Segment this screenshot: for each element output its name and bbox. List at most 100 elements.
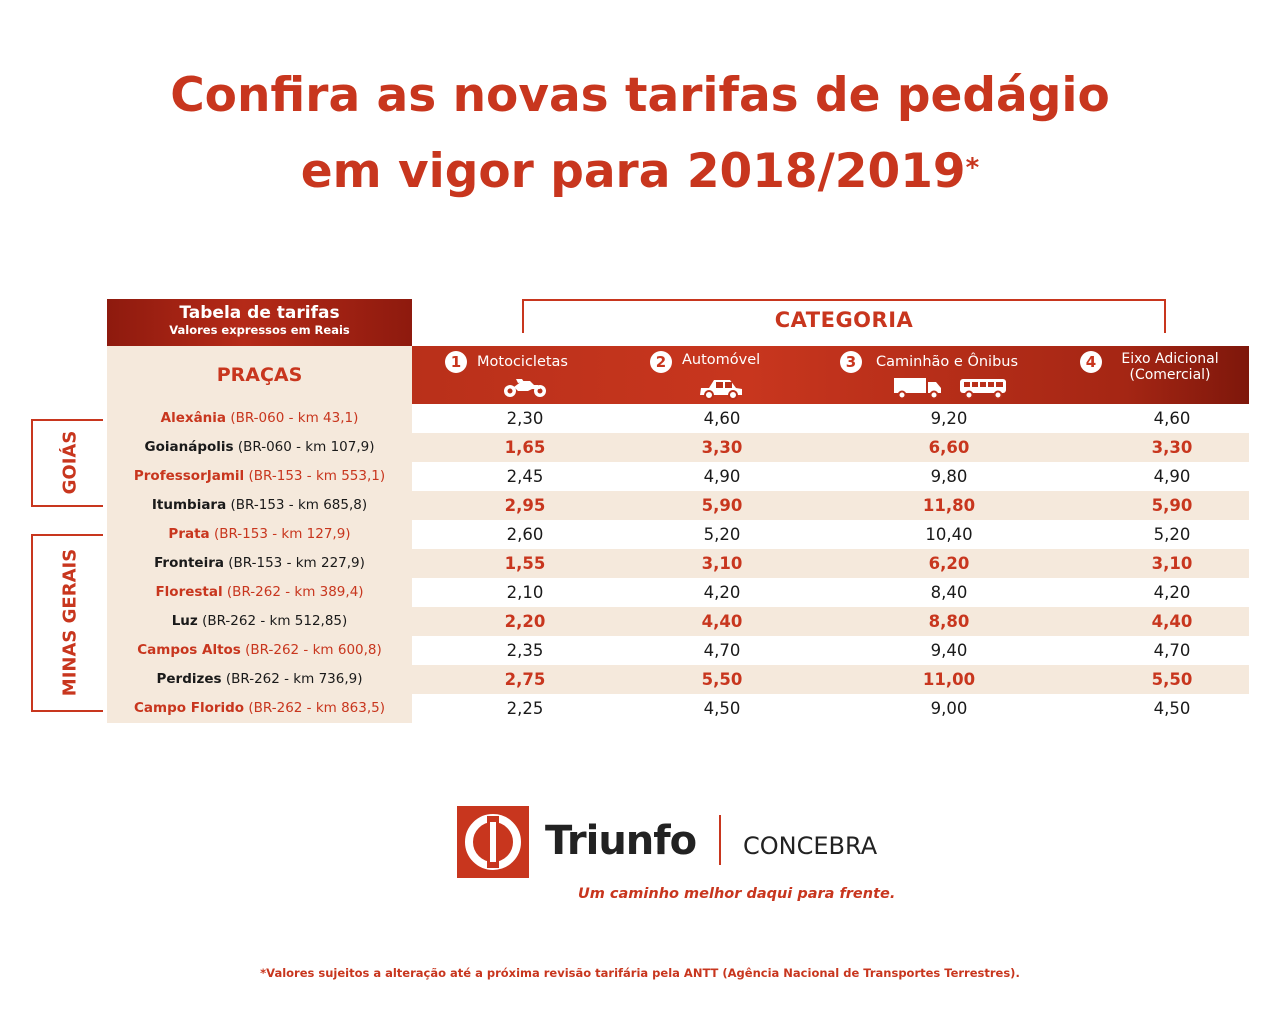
tariff-value-cat1: 1,65 (504, 438, 546, 457)
category-4-label2: (Comercial) (1129, 367, 1211, 383)
table-row: Fronteira (BR-153 - km 227,9) 1,55 3,10 6,2… (107, 549, 1249, 578)
praca-name: Perdizes (156, 671, 222, 687)
category-3-label: Caminhão e Ônibus (876, 354, 1019, 370)
row-name-bg (107, 694, 412, 723)
praca-cell: Fronteira (BR-153 - km 227,9) (107, 549, 412, 578)
praca-cell: Luz (BR-262 - km 512,85) (107, 607, 412, 636)
row-name-bg (107, 607, 412, 636)
triunfo-logo (457, 806, 529, 878)
category-3: 3 Caminhão e Ônibus (840, 346, 1070, 404)
partner-name: CONCEBRA (743, 832, 878, 860)
row-name-bg (107, 491, 412, 520)
car-icon (700, 380, 742, 400)
praca-name: Florestal (155, 584, 223, 600)
table-row: ProfessorJamil (BR-153 - km 553,1) 2,45 4,… (107, 462, 1249, 491)
table-row: Itumbiara (BR-153 - km 685,8) 2,95 5,90 11,… (107, 491, 1249, 520)
table-row: Perdizes (BR-262 - km 736,9) 2,75 5,50 11,0… (107, 665, 1249, 694)
praca-cell: Itumbiara (BR-153 - km 685,8) (107, 491, 412, 520)
praca-location: (BR-153 - km 227,9) (223, 555, 365, 571)
categoria-bracket (522, 299, 1166, 333)
row-name-bg (107, 433, 412, 462)
row-values-bg (412, 491, 1249, 520)
table-row: Florestal (BR-262 - km 389,4) 2,10 4,20 8,4… (107, 578, 1249, 607)
bus-icon (960, 379, 1006, 400)
row-name-bg (107, 404, 412, 433)
state-bracket-minas-gerais (31, 534, 103, 712)
praca-name: Alexânia (160, 410, 227, 426)
slogan: Um caminho melhor daqui para frente. (578, 886, 896, 902)
brand-name: Triunfo (545, 818, 697, 864)
tariff-value-cat4: 5,50 (1151, 670, 1193, 689)
praca-name: Luz (171, 613, 198, 629)
praca-name: Campos Altos (137, 642, 241, 658)
praca-location: (BR-060 - km 107,9) (233, 439, 375, 455)
tariff-value-cat1: 2,60 (506, 525, 544, 544)
tariff-value-cat4: 3,30 (1151, 438, 1193, 457)
tariff-value-cat1: 2,30 (506, 409, 544, 428)
praca-name: Fronteira (154, 555, 224, 571)
tariff-value-cat1: 1,55 (504, 554, 546, 573)
state-label-goias: GOIÁS (59, 430, 81, 495)
pracas-header: PRAÇAS (107, 346, 412, 404)
tariff-value-cat3: 8,80 (928, 612, 970, 631)
brand-divider (719, 815, 721, 865)
category-4-label: Eixo Adicional (1121, 351, 1219, 367)
category-2: 2 Automóvel (650, 346, 820, 404)
tariff-value-cat2: 5,90 (701, 496, 743, 515)
category-4-number: 4 (1080, 351, 1102, 373)
row-name-bg (107, 462, 412, 491)
page-title-line2: em vigor para 2018/2019* (0, 139, 1280, 205)
page-title-line2-text: em vigor para 2018/2019 (300, 144, 966, 199)
tariff-value-cat2: 5,50 (701, 670, 743, 689)
praca-location: (BR-153 - km 127,9) (209, 526, 351, 542)
truck-icon (894, 378, 941, 400)
praca-cell: Goianápolis (BR-060 - km 107,9) (107, 433, 412, 462)
table-row: Luz (BR-262 - km 512,85) 2,20 4,40 8,80 4,40 (107, 607, 1249, 636)
category-2-label: Automóvel (682, 352, 761, 368)
praca-location: (BR-262 - km 512,85) (197, 613, 348, 629)
row-values-bg (412, 607, 1249, 636)
tabela-header: Tabela de tarifas Valores expressos em R… (107, 299, 412, 346)
motorcycle-icon (504, 379, 546, 397)
categoria-label: CATEGORIA (774, 308, 914, 332)
tariff-value-cat4: 4,90 (1153, 467, 1191, 486)
praca-location: (BR-262 - km 600,8) (240, 642, 382, 658)
praca-location: (BR-060 - km 43,1) (226, 410, 359, 426)
tariff-value-cat4: 5,20 (1153, 525, 1191, 544)
tariff-value-cat3: 6,60 (928, 438, 970, 457)
tariff-value-cat2: 4,90 (703, 467, 741, 486)
praca-cell: Alexânia (BR-060 - km 43,1) (107, 404, 412, 433)
row-values-bg (412, 433, 1249, 462)
table-row: Campo Florido (BR-262 - km 863,5) 2,25 4,5… (107, 694, 1249, 723)
tariff-value-cat2: 4,20 (703, 583, 741, 602)
category-4: 4 Eixo Adicional (Comercial) (1080, 346, 1249, 404)
category-2-number: 2 (650, 351, 672, 373)
tariff-value-cat3: 9,80 (930, 467, 968, 486)
tariff-value-cat4: 4,20 (1153, 583, 1191, 602)
praca-cell: Florestal (BR-262 - km 389,4) (107, 578, 412, 607)
category-3-number: 3 (840, 351, 862, 373)
praca-name: Goianápolis (144, 439, 234, 455)
praca-name: Itumbiara (151, 497, 227, 513)
row-values-bg (412, 549, 1249, 578)
praca-cell: Perdizes (BR-262 - km 736,9) (107, 665, 412, 694)
tariff-value-cat1: 2,75 (504, 670, 546, 689)
praca-cell: Campo Florido (BR-262 - km 863,5) (107, 694, 412, 723)
footnote: *Valores sujeitos a alteração até a próx… (260, 966, 1020, 980)
category-header-bar: 1 Motocicletas 2 Automóvel 3 Caminhão e … (412, 346, 1249, 404)
state-bracket-goias (31, 419, 103, 507)
tariff-value-cat4: 5,90 (1151, 496, 1193, 515)
tariff-value-cat2: 5,20 (703, 525, 741, 544)
tariff-value-cat3: 11,80 (922, 496, 976, 515)
row-name-bg (107, 578, 412, 607)
praca-location: (BR-153 - km 553,1) (244, 468, 386, 484)
tariff-value-cat3: 10,40 (925, 525, 973, 544)
tariff-value-cat2: 4,70 (703, 641, 741, 660)
tariff-value-cat2: 4,40 (701, 612, 743, 631)
tariff-value-cat4: 4,40 (1151, 612, 1193, 631)
praca-name: ProfessorJamil (133, 468, 245, 484)
row-name-bg (107, 636, 412, 665)
tariff-value-cat3: 9,40 (930, 641, 968, 660)
tariff-value-cat2: 3,30 (701, 438, 743, 457)
tariff-value-cat2: 4,50 (703, 699, 741, 718)
